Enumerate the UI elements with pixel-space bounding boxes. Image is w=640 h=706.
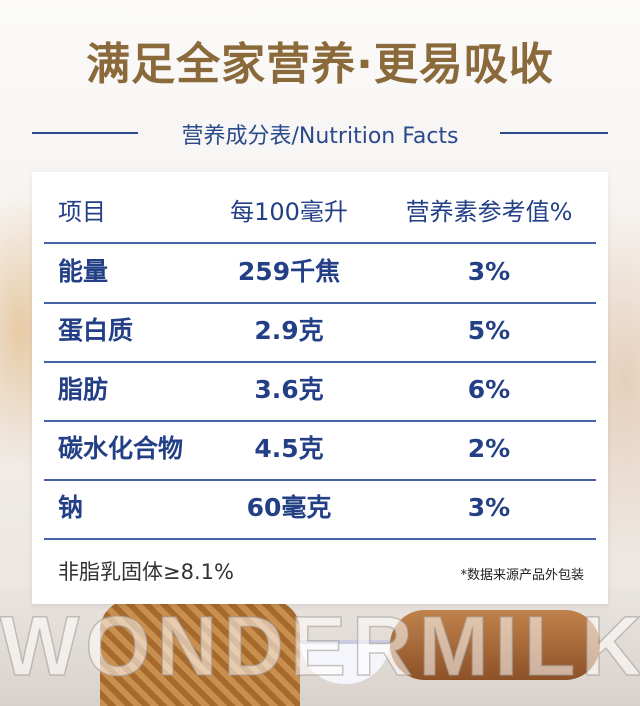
header-item: 项目 — [58, 198, 106, 226]
nutrition-table-card: 项目 每100毫升 营养素参考值% 能量 259千焦 3% 蛋白质 2.9克 5… — [32, 172, 608, 604]
subtitle-row: 营养成分表/Nutrition Facts — [0, 118, 640, 149]
table-row: 能量 259千焦 3% — [44, 244, 596, 304]
nutrient-amount: 60毫克 — [246, 493, 332, 522]
table-row: 钠 60毫克 3% — [44, 480, 596, 540]
nutrient-amount: 259千焦 — [237, 257, 341, 286]
nutrient-amount: 4.5克 — [254, 434, 324, 463]
non-fat-milk-solids-note: 非脂乳固体≥8.1% — [58, 560, 234, 584]
nutrient-amount: 2.9克 — [254, 316, 324, 345]
nutrient-amount: 3.6克 — [254, 375, 324, 404]
table-row: 脂肪 3.6克 6% — [44, 362, 596, 422]
table-header-row: 项目 每100毫升 营养素参考值% — [44, 184, 596, 244]
header-nrv: 营养素参考值% — [405, 198, 573, 226]
table-row: 蛋白质 2.9克 5% — [44, 303, 596, 363]
headline: 满足全家营养·更易吸收 — [86, 39, 554, 90]
bread-image — [390, 610, 600, 680]
brand-watermark: WONDERMILK — [0, 598, 640, 694]
nutrient-nrv: 6% — [467, 375, 511, 404]
header-per-100ml: 每100毫升 — [230, 198, 348, 226]
subtitle-rule-right — [500, 132, 608, 134]
nutrient-name: 钠 — [58, 493, 84, 522]
nutrient-name: 能量 — [58, 257, 109, 286]
subtitle-rule-left — [32, 132, 138, 134]
nutrient-name: 碳水化合物 — [58, 434, 184, 463]
bread-basket-image — [100, 600, 300, 706]
subtitle: 营养成分表/Nutrition Facts — [181, 124, 459, 149]
nutrient-nrv: 2% — [467, 434, 511, 463]
nutrient-nrv: 3% — [467, 493, 511, 522]
table-row: 碳水化合物 4.5克 2% — [44, 421, 596, 481]
nutrient-nrv: 3% — [467, 257, 511, 286]
nutrient-name: 脂肪 — [58, 375, 109, 404]
nutrient-name: 蛋白质 — [58, 316, 134, 345]
nutrient-nrv: 5% — [467, 316, 511, 345]
data-source-note: *数据来源产品外包装 — [460, 568, 584, 583]
